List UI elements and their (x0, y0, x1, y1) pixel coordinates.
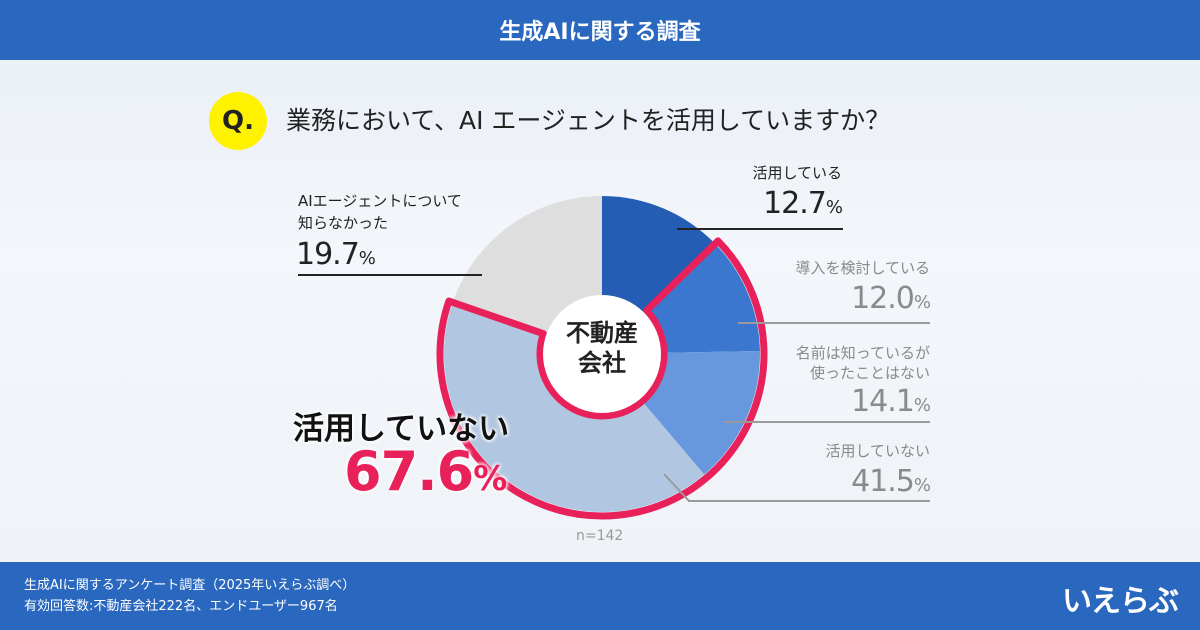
slice-label: AIエージェントについて (298, 192, 462, 210)
slice-label: 導入を検討している (795, 259, 930, 277)
slice-value: 12.7% (763, 186, 843, 221)
leader-line (688, 500, 930, 502)
footer-survey-note: 生成AIに関するアンケート調査（2025年いえらぶ調べ） (24, 578, 356, 593)
header-bar: 生成AIに関する調査 (0, 0, 1200, 60)
slice-label: 名前は知っているが (795, 344, 930, 362)
slice-value: 14.1% (851, 384, 931, 419)
center-label: 不動産 会社 (552, 318, 652, 378)
slice-label: 活用している (752, 164, 842, 182)
footer-bar: 生成AIに関するアンケート調査（2025年いえらぶ調べ） 有効回答数:不動産会社… (0, 562, 1200, 630)
highlight-outline (436, 237, 768, 520)
slice-label: 活用していない (825, 442, 930, 460)
footer-respondents: 有効回答数:不動産会社222名、エンドユーザー967名 (24, 599, 338, 614)
leader-line (724, 421, 930, 423)
donut-hole (543, 295, 661, 413)
brand-logo: いえらぶ (1062, 584, 1179, 619)
slice-label: 知らなかった (298, 214, 389, 232)
center-label-line: 会社 (578, 349, 626, 377)
question-text: 業務において、AI エージェントを活用していますか？ (286, 106, 891, 135)
leader-line (738, 322, 930, 324)
page-title: 生成AIに関する調査 (499, 20, 701, 45)
highlight-value: 67.6% (344, 440, 507, 503)
leader-line-diagonal (663, 473, 690, 502)
leader-line (298, 274, 482, 276)
slice-value: 41.5% (851, 464, 931, 499)
center-label-line: 不動産 (566, 319, 638, 347)
slice-value: 19.7% (296, 237, 376, 272)
slice-label: 使ったことはない (809, 364, 930, 382)
sample-size: n=142 (576, 528, 624, 544)
question-badge: Q. (209, 92, 267, 150)
highlight-label: 活用していない (293, 411, 510, 447)
leader-line (677, 228, 843, 230)
slice-value: 12.0% (851, 281, 931, 316)
